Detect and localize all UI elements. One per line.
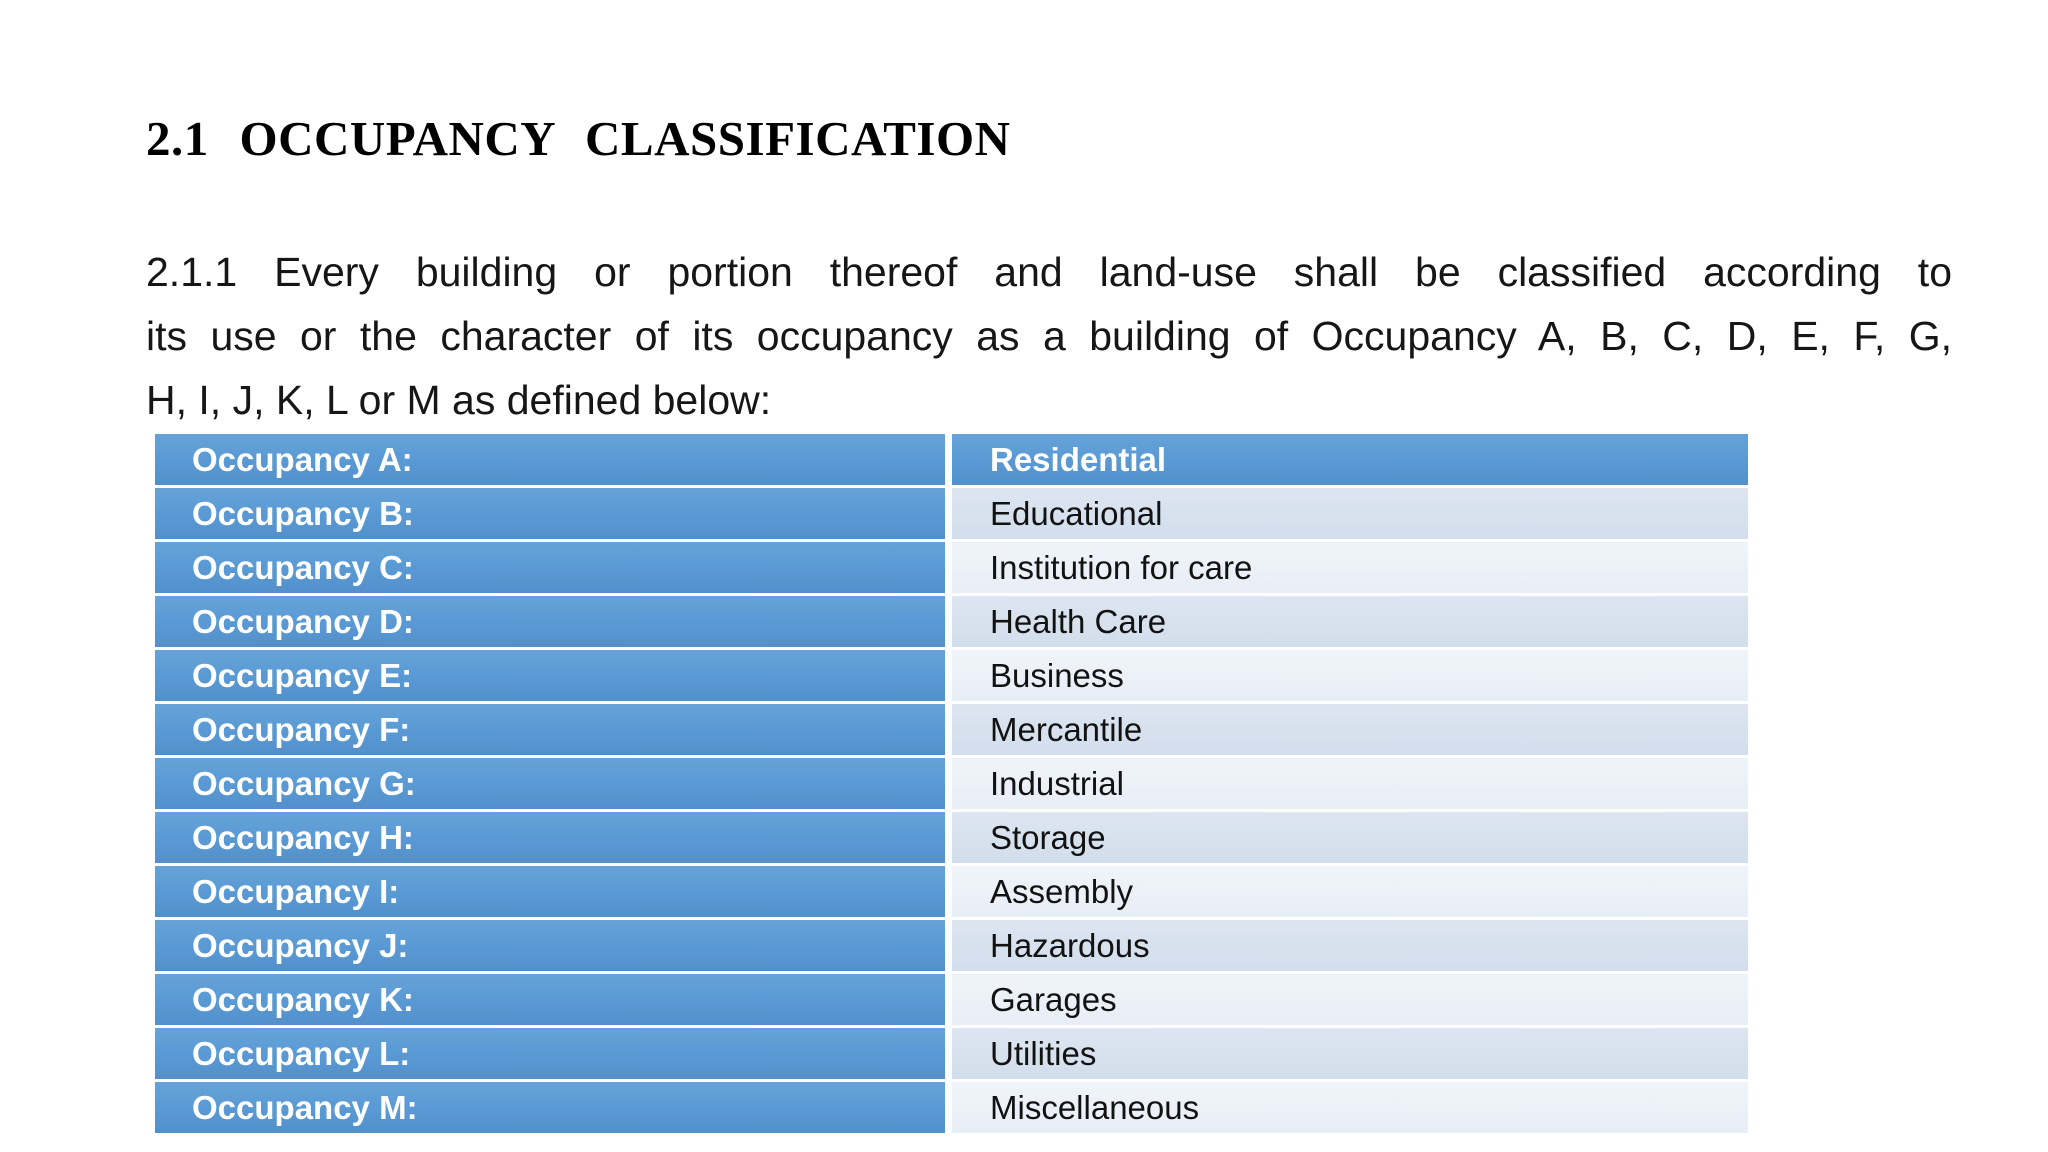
occupancy-value-cell: Health Care xyxy=(952,596,1748,647)
table-row: Occupancy L: Utilities xyxy=(155,1028,1748,1079)
column-divider xyxy=(945,866,952,917)
occupancy-label-cell: Occupancy H: xyxy=(155,812,945,863)
table-row: Occupancy J: Hazardous xyxy=(155,920,1748,971)
table-row: Occupancy F: Mercantile xyxy=(155,704,1748,755)
column-divider xyxy=(945,596,952,647)
occupancy-label-cell: Occupancy C: xyxy=(155,542,945,593)
occupancy-value-cell: Hazardous xyxy=(952,920,1748,971)
occupancy-value-cell: Mercantile xyxy=(952,704,1748,755)
column-divider xyxy=(945,434,952,485)
occupancy-value-cell: Educational xyxy=(952,488,1748,539)
table-row: Occupancy H: Storage xyxy=(155,812,1748,863)
table-row: Occupancy C: Institution for care xyxy=(155,542,1748,593)
occupancy-value-cell: Miscellaneous xyxy=(952,1082,1748,1133)
column-divider xyxy=(945,542,952,593)
occupancy-label-cell: Occupancy D: xyxy=(155,596,945,647)
column-divider xyxy=(945,488,952,539)
occupancy-value-cell: Assembly xyxy=(952,866,1748,917)
occupancy-value-cell: Garages xyxy=(952,974,1748,1025)
occupancy-label-cell: Occupancy A: xyxy=(155,434,945,485)
table-row: Occupancy M: Miscellaneous xyxy=(155,1082,1748,1133)
column-divider xyxy=(945,1028,952,1079)
column-divider xyxy=(945,758,952,809)
occupancy-table: Occupancy A: Residential Occupancy B: Educa… xyxy=(155,434,1748,1136)
column-divider xyxy=(945,812,952,863)
occupancy-label-cell: Occupancy I: xyxy=(155,866,945,917)
column-divider xyxy=(945,704,952,755)
occupancy-label-cell: Occupancy G: xyxy=(155,758,945,809)
occupancy-label-cell: Occupancy L: xyxy=(155,1028,945,1079)
occupancy-label-cell: Occupancy J: xyxy=(155,920,945,971)
table-row: Occupancy I: Assembly xyxy=(155,866,1748,917)
occupancy-value-cell: Utilities xyxy=(952,1028,1748,1079)
paragraph-line: its use or the character of its occupanc… xyxy=(146,313,1952,359)
column-divider xyxy=(945,1082,952,1133)
table-row: Occupancy G: Industrial xyxy=(155,758,1748,809)
clause-paragraph: 2.1.1 Every building or portion thereof … xyxy=(146,240,1952,432)
occupancy-label-cell: Occupancy F: xyxy=(155,704,945,755)
table-row: Occupancy D: Health Care xyxy=(155,596,1748,647)
occupancy-value-cell: Industrial xyxy=(952,758,1748,809)
paragraph-line: 2.1.1 Every building or portion thereof … xyxy=(146,249,1952,295)
column-divider xyxy=(945,650,952,701)
column-divider xyxy=(945,974,952,1025)
occupancy-label-cell: Occupancy M: xyxy=(155,1082,945,1133)
occupancy-value-cell: Business xyxy=(952,650,1748,701)
section-heading: 2.1 OCCUPANCY CLASSIFICATION xyxy=(146,111,1011,166)
paragraph-line: H, I, J, K, L or M as defined below: xyxy=(146,377,772,423)
occupancy-value-cell: Residential xyxy=(952,434,1748,485)
table-row: Occupancy B: Educational xyxy=(155,488,1748,539)
occupancy-label-cell: Occupancy E: xyxy=(155,650,945,701)
occupancy-label-cell: Occupancy B: xyxy=(155,488,945,539)
table-row: Occupancy E: Business xyxy=(155,650,1748,701)
occupancy-label-cell: Occupancy K: xyxy=(155,974,945,1025)
occupancy-value-cell: Storage xyxy=(952,812,1748,863)
occupancy-value-cell: Institution for care xyxy=(952,542,1748,593)
table-row: Occupancy K: Garages xyxy=(155,974,1748,1025)
table-row: Occupancy A: Residential xyxy=(155,434,1748,485)
column-divider xyxy=(945,920,952,971)
